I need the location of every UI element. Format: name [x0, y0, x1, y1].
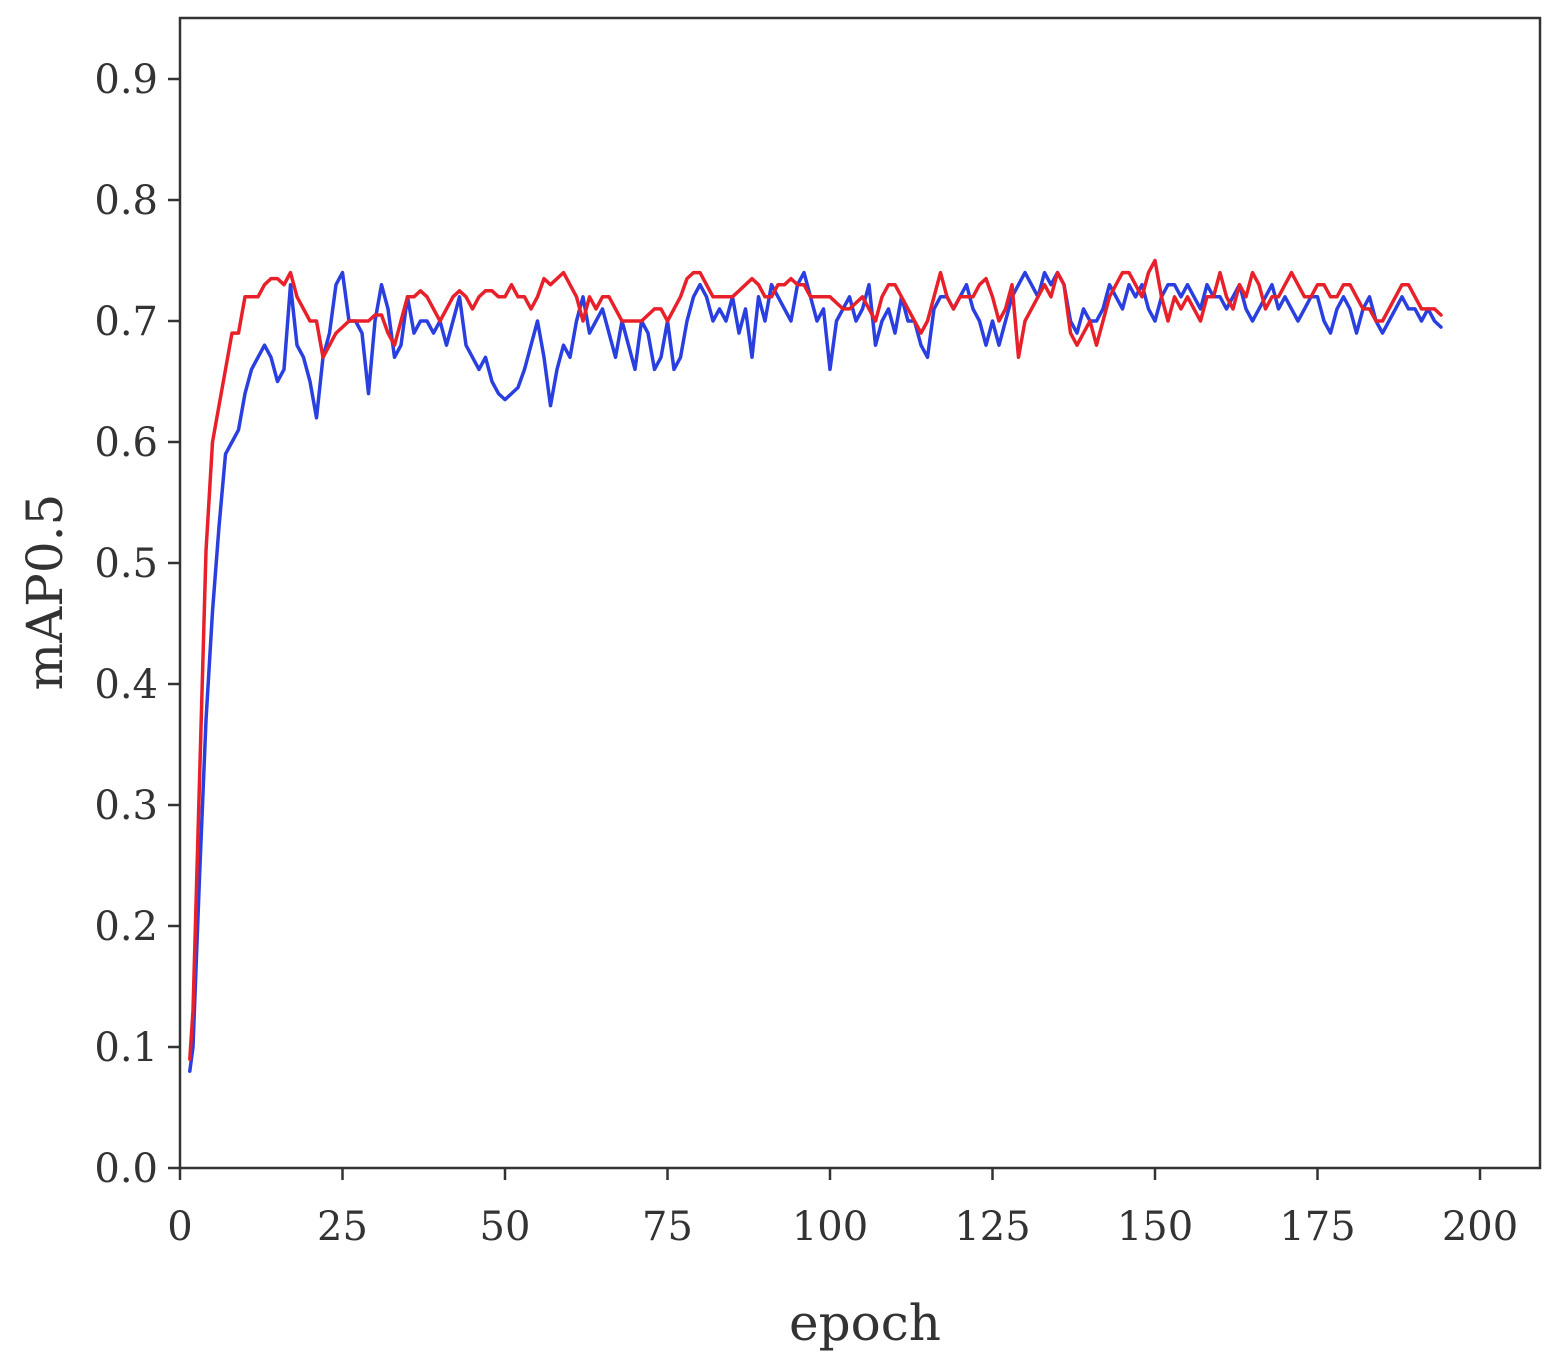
x-tick-label: 50: [480, 1204, 531, 1250]
y-tick-label: 0.3: [94, 783, 158, 829]
y-tick-label: 0.8: [94, 178, 158, 224]
x-tick-label: 200: [1442, 1204, 1518, 1250]
y-axis-title: mAP0.5: [16, 494, 74, 691]
plot-frame: [178, 16, 1542, 1170]
series-line-1: [188, 270, 1443, 1073]
y-tick-label: 0.9: [94, 57, 158, 103]
x-tick-label: 25: [317, 1204, 368, 1250]
x-axis-title: epoch: [789, 1294, 941, 1352]
x-tick-label: 0: [167, 1204, 192, 1250]
series-line-2: [188, 258, 1443, 1061]
x-tick-label: 175: [1279, 1204, 1355, 1250]
series-layer: [188, 258, 1443, 1073]
y-tick-label: 0.1: [94, 1025, 158, 1071]
y-tick-label: 0.2: [94, 904, 158, 950]
x-axis: 0 25 50 75 100 125 150 175 200: [167, 1168, 1518, 1250]
y-axis: 0.0 0.1 0.2 0.3 0.4 0.5 0.6 0.7 0.8 0.9: [94, 57, 180, 1192]
y-tick-label: 0.7: [94, 299, 158, 345]
y-tick-label: 0.5: [94, 541, 158, 587]
x-tick-label: 100: [792, 1204, 868, 1250]
y-tick-label: 0.4: [94, 662, 158, 708]
y-tick-label: 0.0: [94, 1146, 158, 1192]
y-tick-label: 0.6: [94, 420, 158, 466]
x-tick-label: 75: [642, 1204, 693, 1250]
x-tick-label: 125: [954, 1204, 1030, 1250]
x-tick-label: 150: [1117, 1204, 1193, 1250]
